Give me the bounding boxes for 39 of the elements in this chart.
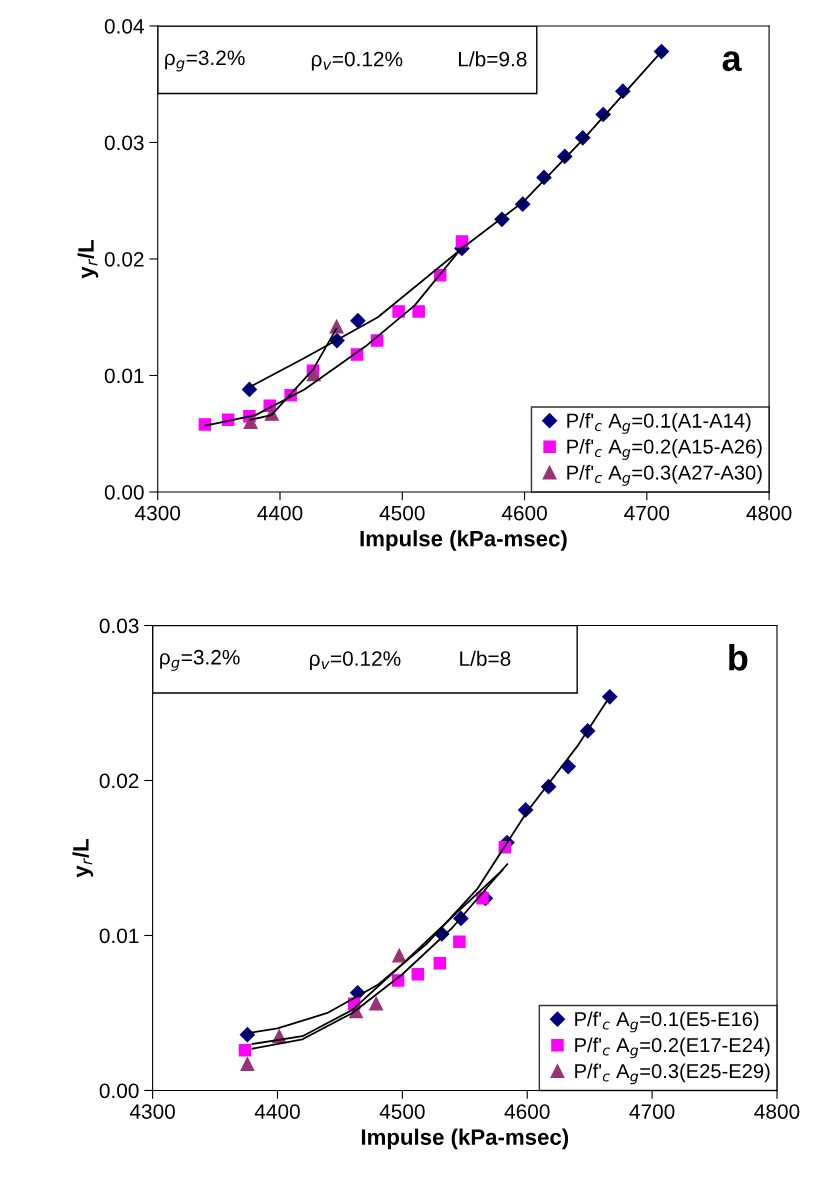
y-axis-title: y$_{r}$/L xyxy=(72,839,94,878)
y-tick-label: 0.00 xyxy=(99,1083,139,1099)
x-tick-label: 4700 xyxy=(629,1104,675,1119)
annotation: ρ$_{g}$=3.2% xyxy=(160,649,240,671)
chart-title: a xyxy=(722,51,742,72)
y-tick-label: 0.03 xyxy=(104,135,144,151)
x-tick-label: 4600 xyxy=(504,1104,550,1119)
y-tick-label: 0.01 xyxy=(99,928,139,944)
legend-label: P/f'$_{c}$ A$_{g}$=0.2(A15-A26) xyxy=(567,439,762,460)
x-tick-label: 4400 xyxy=(257,505,303,521)
annotation: L/b=9.8 xyxy=(459,51,527,67)
x-tick-label: 4300 xyxy=(135,505,181,521)
annotation: L/b=8 xyxy=(460,650,511,666)
legend-label: P/f'$_{c}$ A$_{g}$=0.1(E5-E16) xyxy=(575,1011,759,1033)
x-tick-label: 4500 xyxy=(379,505,425,521)
legend-label: P/f'$_{c}$ A$_{g}$=0.1(A1-A14) xyxy=(567,413,751,434)
y-axis-title: y$_{r}$/L xyxy=(77,240,99,279)
y-tick-label: 0.02 xyxy=(99,773,139,789)
legend-label: P/f'$_{c}$ A$_{g}$=0.3(A27-A30) xyxy=(567,464,762,486)
y-tick-label: 0.02 xyxy=(104,251,144,267)
y-tick-label: 0.01 xyxy=(104,368,144,384)
x-axis-title: Impulse (kPa-msec) xyxy=(360,530,567,551)
x-tick-label: 4300 xyxy=(129,1104,175,1119)
x-tick-label: 4800 xyxy=(754,1104,800,1119)
x-axis-title: Impulse (kPa-msec) xyxy=(361,1128,569,1150)
x-tick-label: 4700 xyxy=(624,505,670,521)
x-tick-label: 4600 xyxy=(501,505,547,521)
legend-label: P/f'$_{c}$ A$_{g}$=0.2(E17-E24) xyxy=(575,1037,770,1059)
annotation: ρ$_{v}$=0.12% xyxy=(310,651,401,671)
annotation: ρ$_{v}$=0.12% xyxy=(311,51,403,71)
chart-title: b xyxy=(729,644,748,671)
x-tick-label: 4400 xyxy=(254,1104,300,1119)
y-tick-label: 0.00 xyxy=(104,484,144,500)
legend-label: P/f'$_{c}$ A$_{g}$=0.3(E25-E29) xyxy=(575,1063,770,1085)
y-tick-label: 0.04 xyxy=(104,18,144,34)
x-tick-label: 4800 xyxy=(746,505,792,521)
annotation: ρ$_{g}$=3.2% xyxy=(165,50,245,72)
x-tick-label: 4500 xyxy=(379,1104,425,1119)
y-tick-label: 0.03 xyxy=(99,618,139,634)
